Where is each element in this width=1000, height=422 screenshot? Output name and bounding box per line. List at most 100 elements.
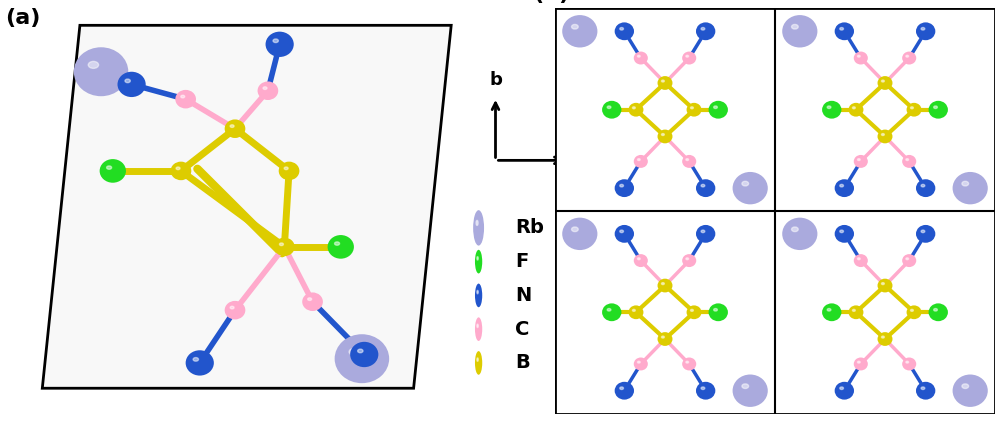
Circle shape	[822, 303, 841, 321]
Text: Rb: Rb	[515, 218, 544, 238]
Circle shape	[258, 81, 278, 100]
Circle shape	[854, 254, 868, 267]
Circle shape	[907, 103, 922, 116]
Circle shape	[328, 235, 354, 259]
Ellipse shape	[477, 290, 478, 294]
Circle shape	[682, 357, 696, 371]
Ellipse shape	[632, 107, 635, 109]
Circle shape	[615, 179, 634, 197]
Circle shape	[634, 155, 648, 168]
Ellipse shape	[840, 27, 843, 30]
Text: (a): (a)	[5, 8, 40, 28]
Circle shape	[562, 15, 597, 48]
Circle shape	[782, 15, 817, 48]
Circle shape	[335, 334, 389, 383]
Circle shape	[628, 103, 643, 116]
Ellipse shape	[742, 384, 749, 389]
Ellipse shape	[193, 357, 198, 361]
Ellipse shape	[176, 167, 180, 170]
Circle shape	[658, 279, 672, 292]
Ellipse shape	[701, 230, 705, 233]
Ellipse shape	[962, 384, 969, 389]
Text: b: b	[489, 70, 502, 89]
Ellipse shape	[911, 107, 913, 109]
Ellipse shape	[691, 107, 693, 109]
Circle shape	[929, 101, 948, 119]
Circle shape	[822, 101, 841, 119]
Ellipse shape	[661, 283, 664, 284]
Ellipse shape	[230, 125, 234, 127]
Circle shape	[475, 284, 482, 307]
Circle shape	[907, 306, 922, 319]
Ellipse shape	[840, 230, 843, 233]
Circle shape	[835, 225, 854, 243]
Circle shape	[929, 303, 948, 321]
Ellipse shape	[906, 258, 909, 260]
Ellipse shape	[686, 258, 689, 260]
Ellipse shape	[714, 308, 717, 311]
Circle shape	[854, 155, 868, 168]
Circle shape	[953, 374, 988, 407]
Circle shape	[696, 22, 715, 40]
Circle shape	[878, 332, 892, 346]
Ellipse shape	[881, 133, 884, 135]
Circle shape	[709, 303, 728, 321]
Ellipse shape	[792, 227, 798, 232]
Circle shape	[782, 218, 817, 250]
Ellipse shape	[620, 184, 623, 187]
Circle shape	[902, 357, 916, 371]
Circle shape	[100, 159, 126, 183]
Ellipse shape	[921, 27, 925, 30]
Circle shape	[279, 162, 299, 180]
Circle shape	[696, 225, 715, 243]
Ellipse shape	[637, 258, 640, 260]
Ellipse shape	[857, 159, 860, 160]
Ellipse shape	[742, 181, 749, 186]
Ellipse shape	[921, 184, 925, 187]
Circle shape	[953, 172, 988, 204]
Ellipse shape	[661, 336, 664, 338]
Circle shape	[274, 238, 295, 256]
Circle shape	[709, 101, 728, 119]
Text: C: C	[515, 319, 529, 339]
Circle shape	[634, 51, 648, 65]
Circle shape	[878, 279, 892, 292]
Ellipse shape	[881, 80, 884, 82]
Circle shape	[615, 382, 634, 400]
Circle shape	[696, 179, 715, 197]
Ellipse shape	[661, 80, 664, 82]
Text: (b): (b)	[533, 0, 569, 4]
Ellipse shape	[906, 55, 909, 57]
Polygon shape	[555, 8, 995, 414]
Circle shape	[878, 76, 892, 90]
Ellipse shape	[691, 309, 693, 311]
Ellipse shape	[962, 181, 969, 186]
Circle shape	[835, 179, 854, 197]
Circle shape	[658, 130, 672, 143]
Ellipse shape	[632, 309, 635, 311]
Ellipse shape	[857, 361, 860, 363]
Ellipse shape	[107, 166, 112, 169]
Polygon shape	[42, 25, 451, 388]
Ellipse shape	[273, 39, 278, 43]
Ellipse shape	[827, 106, 831, 108]
Ellipse shape	[620, 230, 623, 233]
Circle shape	[916, 22, 935, 40]
Circle shape	[475, 250, 482, 273]
Ellipse shape	[857, 258, 860, 260]
Circle shape	[687, 103, 702, 116]
Circle shape	[225, 301, 245, 319]
Circle shape	[74, 47, 128, 96]
Circle shape	[225, 119, 245, 138]
Ellipse shape	[477, 358, 478, 361]
Circle shape	[835, 22, 854, 40]
Circle shape	[602, 101, 621, 119]
Ellipse shape	[637, 55, 640, 57]
Ellipse shape	[911, 309, 913, 311]
Circle shape	[634, 254, 648, 267]
Ellipse shape	[308, 298, 312, 300]
Circle shape	[902, 254, 916, 267]
Circle shape	[916, 225, 935, 243]
Circle shape	[562, 218, 597, 250]
Ellipse shape	[637, 361, 640, 363]
